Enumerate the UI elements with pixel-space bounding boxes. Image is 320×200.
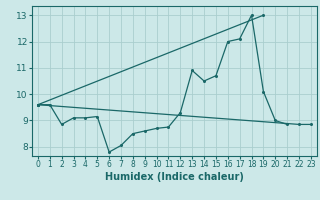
X-axis label: Humidex (Indice chaleur): Humidex (Indice chaleur) xyxy=(105,172,244,182)
